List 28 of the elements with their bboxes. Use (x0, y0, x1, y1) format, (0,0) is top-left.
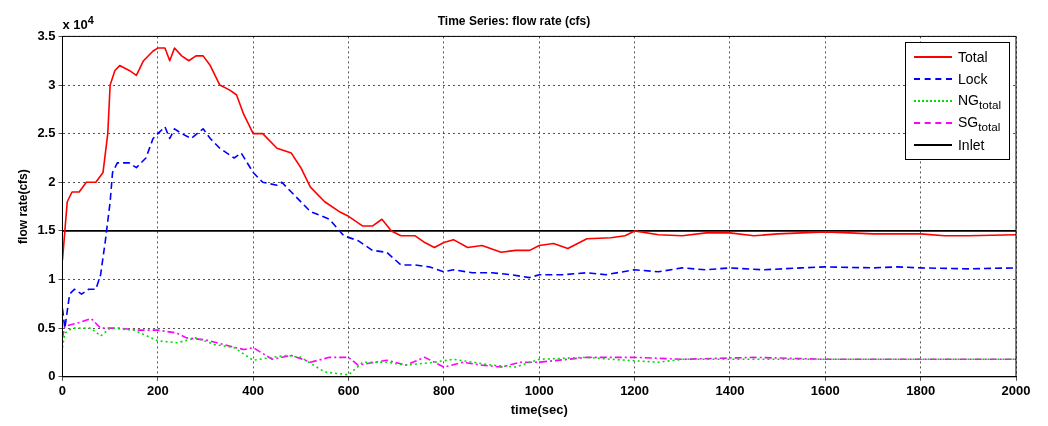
x-tick-label: 1400 (715, 383, 745, 399)
x-tick-label: 1200 (620, 383, 650, 399)
text: x 10$^{4}$ (62, 14, 94, 33)
y-tick-label: 0.5 (37, 319, 56, 335)
x-tick-label: 200 (146, 383, 169, 399)
y-tick-label: 0 (48, 368, 56, 384)
legend-label: SG$_{total}$ (957, 113, 1001, 133)
legend-label: Inlet (957, 137, 985, 154)
y-tick-label: 1 (48, 271, 56, 287)
x-tick-label: 2000 (1001, 383, 1031, 399)
x-tick-label: 800 (433, 383, 455, 399)
y-tick-label: 3 (48, 76, 56, 92)
legend-label: Lock (957, 71, 988, 88)
x-tick-label: 1000 (524, 383, 554, 399)
y-tick-label: 3.5 (37, 27, 56, 43)
y-tick-label: 1.5 (37, 222, 56, 238)
y-tick-label: 2 (48, 173, 56, 189)
legend-label: Total (957, 49, 988, 66)
x-tick-label: 400 (242, 383, 265, 399)
x-tick-label: 1800 (906, 383, 936, 399)
x-tick-label: 1600 (810, 383, 840, 399)
legend-label: NG$_{total}$ (957, 91, 1001, 111)
x-axis-title: time(sec) (510, 401, 568, 417)
x-tick-label: 0 (58, 383, 67, 399)
y-axis-title: flow rate(cfs) (15, 169, 30, 244)
x-tick-label: 600 (337, 383, 360, 399)
y-tick-label: 2.5 (37, 125, 56, 141)
chart-title: Time Series: flow rate (cfs) (437, 13, 591, 28)
